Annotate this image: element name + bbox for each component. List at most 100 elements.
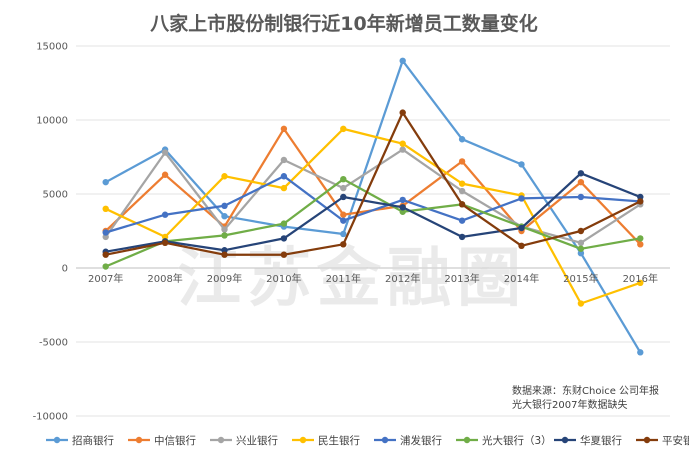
data-point [518,195,525,202]
data-point [637,349,644,356]
data-point [161,171,169,178]
data-point [221,251,228,258]
series-line [105,127,641,305]
data-point [458,217,466,224]
data-point [221,232,228,239]
data-point [577,245,585,252]
series-4 [102,125,644,307]
legend: 招商银行 中信银行 兴业银行 民生银行 浦发银行 光大银行（3） 华夏银行 平安银行 [46,434,689,447]
data-point [340,241,347,248]
legend-item: 光大银行（3） [456,434,552,447]
series-line [104,148,641,244]
data-point [102,229,109,236]
data-point [637,235,644,242]
data-point [340,193,347,201]
data-point [340,211,347,218]
x-tick-label: 2008年 [147,272,182,285]
data-point [221,247,228,254]
legend-marker [299,436,307,444]
y-tick-label: -5000 [39,338,68,349]
data-point [102,178,109,186]
data-point [280,235,288,242]
x-tick-label: 2015年 [563,272,598,285]
series-line [105,111,641,256]
data-point [577,300,585,307]
data-point [340,176,347,183]
legend-label: 民生银行 [318,434,360,447]
data-point [637,193,644,201]
source-line-2: 光大银行2007年数据缺失 [512,398,627,411]
data-point [102,251,109,258]
data-point [577,178,585,186]
legend-marker [463,436,471,444]
y-tick-label: -10000 [33,412,68,423]
x-tick-label: 2016年 [623,272,658,285]
data-point [221,226,228,233]
data-point [280,125,288,133]
series-group [102,57,644,356]
series-line [105,172,641,253]
legend-item: 招商银行 [46,434,114,447]
legend-marker [53,436,61,444]
data-point [458,233,466,241]
data-point [458,187,466,195]
data-point [518,242,525,249]
data-point [280,251,288,258]
x-tick-label: 2007年 [88,272,123,285]
data-point [161,239,169,247]
y-axis-ticks: -10000 -5000 0 5000 10000 15000 [33,42,68,423]
data-point [340,125,347,133]
legend-item: 中信银行 [128,434,196,447]
legend-label: 中信银行 [154,434,196,447]
data-point [161,149,169,156]
data-point [280,156,288,164]
x-tick-label: 2009年 [207,272,242,285]
data-point [637,198,644,205]
legend-label: 华夏银行 [580,434,622,447]
legend-item: 浦发银行 [374,434,442,447]
data-point [518,161,525,168]
data-point [577,227,585,235]
legend-label: 平安银行 [662,434,689,447]
legend-marker [217,436,225,444]
data-point [340,184,347,192]
data-point [577,170,585,177]
legend-marker [381,436,389,444]
chart-title: 八家上市股份制银行近10年新增员工数量变化 [150,12,537,35]
legend-item: 民生银行 [292,434,360,447]
data-point [280,184,288,192]
y-tick-label: 5000 [43,190,68,201]
data-point [161,211,169,218]
data-point [577,250,585,257]
data-point [399,196,406,204]
data-point [340,230,347,238]
legend-marker [643,436,651,444]
legend-marker [135,436,143,444]
data-point [637,279,644,286]
data-point [102,233,109,241]
data-point [221,202,228,210]
data-point [518,224,525,232]
legend-label: 兴业银行 [236,434,278,447]
legend-item: 兴业银行 [210,434,278,447]
x-tick-label: 2013年 [444,272,479,285]
data-point [458,158,466,165]
series-line [105,175,641,234]
legend-label: 浦发银行 [400,434,442,447]
y-tick-label: 10000 [36,116,68,127]
data-point [280,173,288,180]
data-point [637,241,644,248]
data-point [399,146,406,153]
legend-label: 光大银行（3） [482,434,552,447]
source-note: 数据来源：东财Choice 公司年报 光大银行2007年数据缺失 [512,384,659,411]
data-point [458,201,466,208]
legend-label: 招商银行 [72,434,114,447]
data-point [458,180,466,187]
x-tick-label: 2010年 [266,272,301,285]
data-point [577,239,585,247]
data-point [161,233,169,241]
data-point [399,204,406,211]
data-point [280,220,288,227]
